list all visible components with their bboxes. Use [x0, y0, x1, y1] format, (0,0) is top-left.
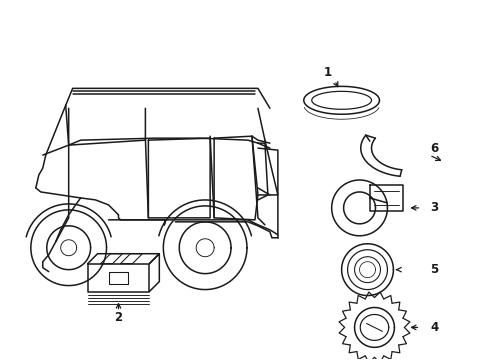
Text: 3: 3	[429, 201, 437, 215]
Text: 5: 5	[429, 263, 438, 276]
Text: 2: 2	[114, 311, 122, 324]
Text: 6: 6	[429, 141, 438, 155]
Text: 1: 1	[323, 66, 331, 79]
Text: 4: 4	[429, 321, 438, 334]
